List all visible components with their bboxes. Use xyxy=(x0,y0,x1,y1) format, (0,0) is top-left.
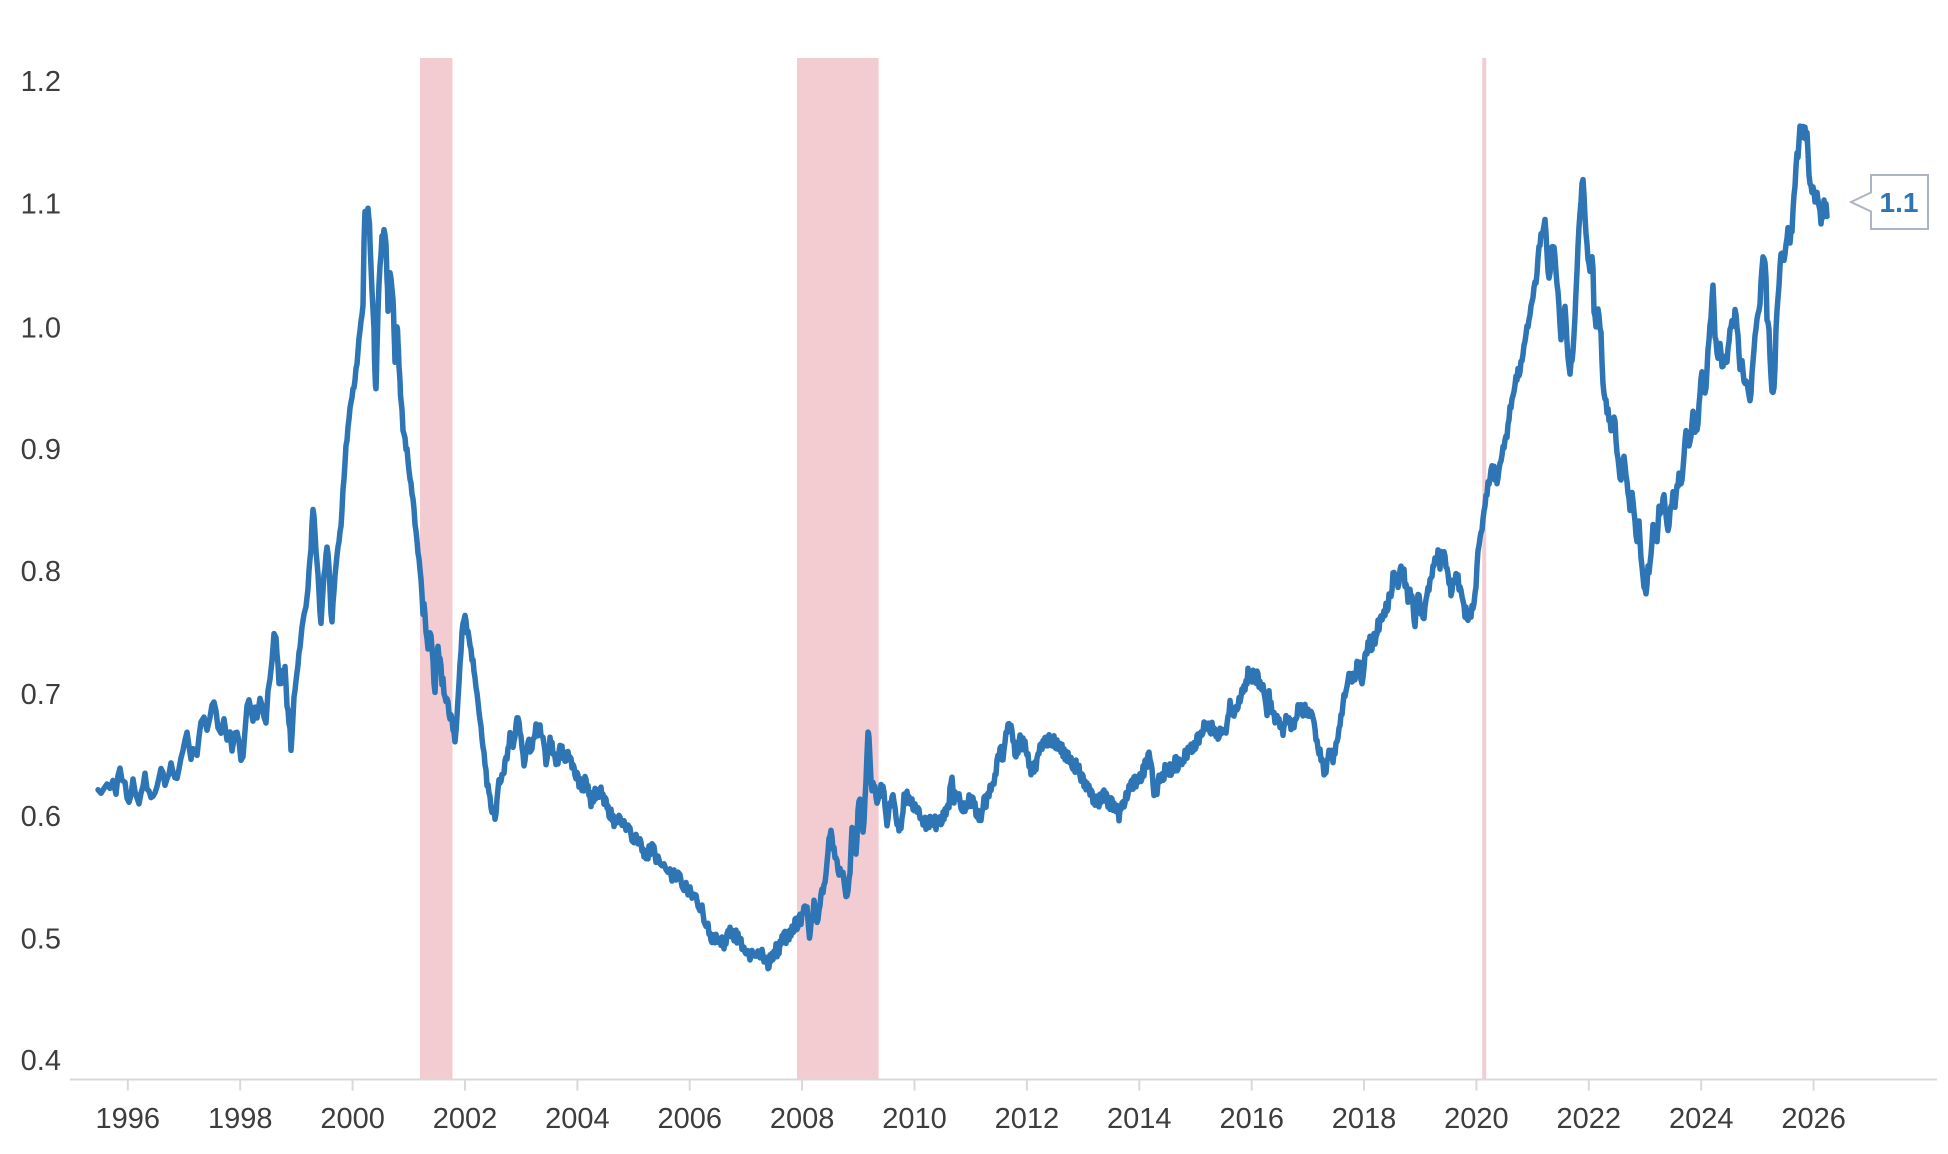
svg-text:0.8: 0.8 xyxy=(21,556,61,588)
svg-text:1998: 1998 xyxy=(208,1103,273,1135)
svg-text:2022: 2022 xyxy=(1557,1103,1622,1135)
svg-text:2012: 2012 xyxy=(995,1103,1060,1135)
svg-text:0.7: 0.7 xyxy=(21,679,61,711)
svg-text:2006: 2006 xyxy=(657,1103,722,1135)
svg-text:2010: 2010 xyxy=(882,1103,947,1135)
svg-text:2008: 2008 xyxy=(770,1103,835,1135)
svg-text:0.9: 0.9 xyxy=(21,434,61,466)
svg-text:2016: 2016 xyxy=(1219,1103,1284,1135)
svg-text:2026: 2026 xyxy=(1781,1103,1846,1135)
svg-text:2020: 2020 xyxy=(1444,1103,1509,1135)
svg-text:2004: 2004 xyxy=(545,1103,610,1135)
svg-text:0.6: 0.6 xyxy=(21,801,61,833)
svg-text:1.2: 1.2 xyxy=(21,66,61,98)
svg-text:2014: 2014 xyxy=(1107,1103,1172,1135)
svg-text:1.1: 1.1 xyxy=(1880,187,1919,218)
svg-text:2018: 2018 xyxy=(1332,1103,1397,1135)
svg-text:1996: 1996 xyxy=(96,1103,161,1135)
svg-text:2002: 2002 xyxy=(433,1103,498,1135)
svg-text:2024: 2024 xyxy=(1669,1103,1734,1135)
svg-text:0.5: 0.5 xyxy=(21,924,61,956)
svg-text:2000: 2000 xyxy=(320,1103,385,1135)
svg-text:1.1: 1.1 xyxy=(21,188,61,220)
svg-text:0.4: 0.4 xyxy=(21,1045,61,1077)
svg-text:1.0: 1.0 xyxy=(21,313,61,345)
